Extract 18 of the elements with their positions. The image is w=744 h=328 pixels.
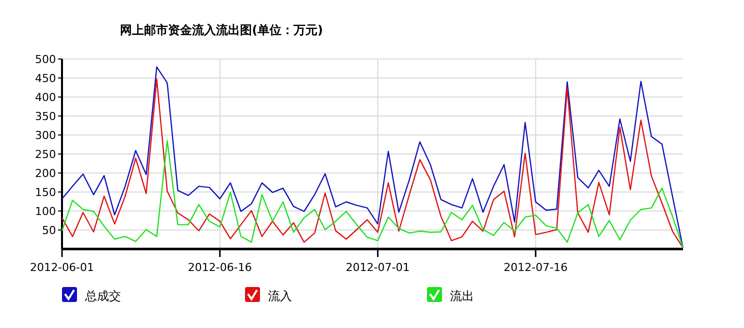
x-tick-label: 2012-06-16 <box>188 261 252 274</box>
x-tick-label: 2012-07-16 <box>504 261 568 274</box>
y-tick-label: 450 <box>35 72 56 85</box>
legend-label: 总成交 <box>84 289 121 303</box>
x-tick-label: 2012-06-01 <box>30 261 94 274</box>
legend-label: 流出 <box>450 289 474 303</box>
y-tick-label: 150 <box>35 186 56 199</box>
x-tick-label: 2012-07-01 <box>346 261 410 274</box>
y-tick-label: 100 <box>35 205 56 218</box>
y-tick-label: 250 <box>35 148 56 161</box>
y-tick-label: 300 <box>35 129 56 142</box>
y-tick-label: 400 <box>35 91 56 104</box>
y-tick-label: 350 <box>35 110 56 123</box>
chart-title: 网上邮市资金流入流出图(单位：万元) <box>120 23 323 37</box>
y-tick-label: 500 <box>35 53 56 66</box>
y-tick-label: 200 <box>35 167 56 180</box>
y-tick-label: 50 <box>42 224 56 237</box>
legend-label: 流入 <box>268 289 292 303</box>
